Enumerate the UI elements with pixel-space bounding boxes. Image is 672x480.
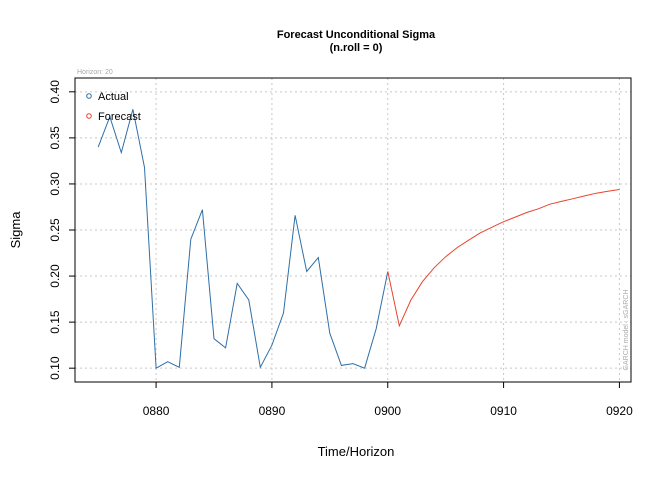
- legend: Actual Forecast: [86, 91, 141, 123]
- x-axis-title: Time/Horizon: [318, 444, 395, 459]
- y-tick-label: 0.25: [48, 218, 62, 242]
- x-tick-label: 0920: [606, 404, 633, 418]
- y-tick-label: 0.10: [48, 356, 62, 380]
- legend-marker-forecast: [86, 113, 92, 119]
- y-tick-label: 0.35: [48, 126, 62, 150]
- x-axis: 0880 0890 0900 0910 0920: [143, 382, 633, 418]
- series-line-forecast: [387, 189, 620, 328]
- x-tick-label: 0910: [490, 404, 517, 418]
- horizon-note: Horizon: 20: [77, 69, 113, 76]
- grid: [75, 78, 631, 382]
- x-tick-label: 0890: [259, 404, 286, 418]
- y-tick-label: 0.20: [48, 264, 62, 288]
- series-lines: [97, 109, 620, 370]
- plot-frame: [74, 77, 632, 383]
- legend-label-actual: Actual: [98, 91, 129, 103]
- chart-title: Forecast Unconditional Sigma: [277, 29, 436, 41]
- series-line-actual: [97, 109, 389, 370]
- legend-marker-actual: [86, 93, 92, 99]
- y-tick-label: 0.30: [48, 172, 62, 196]
- y-tick-label: 0.15: [48, 310, 62, 334]
- chart-subtitle: (n.roll = 0): [330, 42, 383, 54]
- legend-label-forecast: Forecast: [98, 111, 141, 123]
- x-tick-label: 0880: [143, 404, 170, 418]
- y-axis: 0.10 0.15 0.20 0.25 0.30 0.35 0.40: [48, 80, 75, 380]
- y-tick-label: 0.40: [48, 80, 62, 104]
- model-note: GARCH model : sGARCH: [623, 290, 630, 371]
- x-tick-label: 0900: [374, 404, 401, 418]
- y-axis-title: Sigma: [8, 211, 23, 249]
